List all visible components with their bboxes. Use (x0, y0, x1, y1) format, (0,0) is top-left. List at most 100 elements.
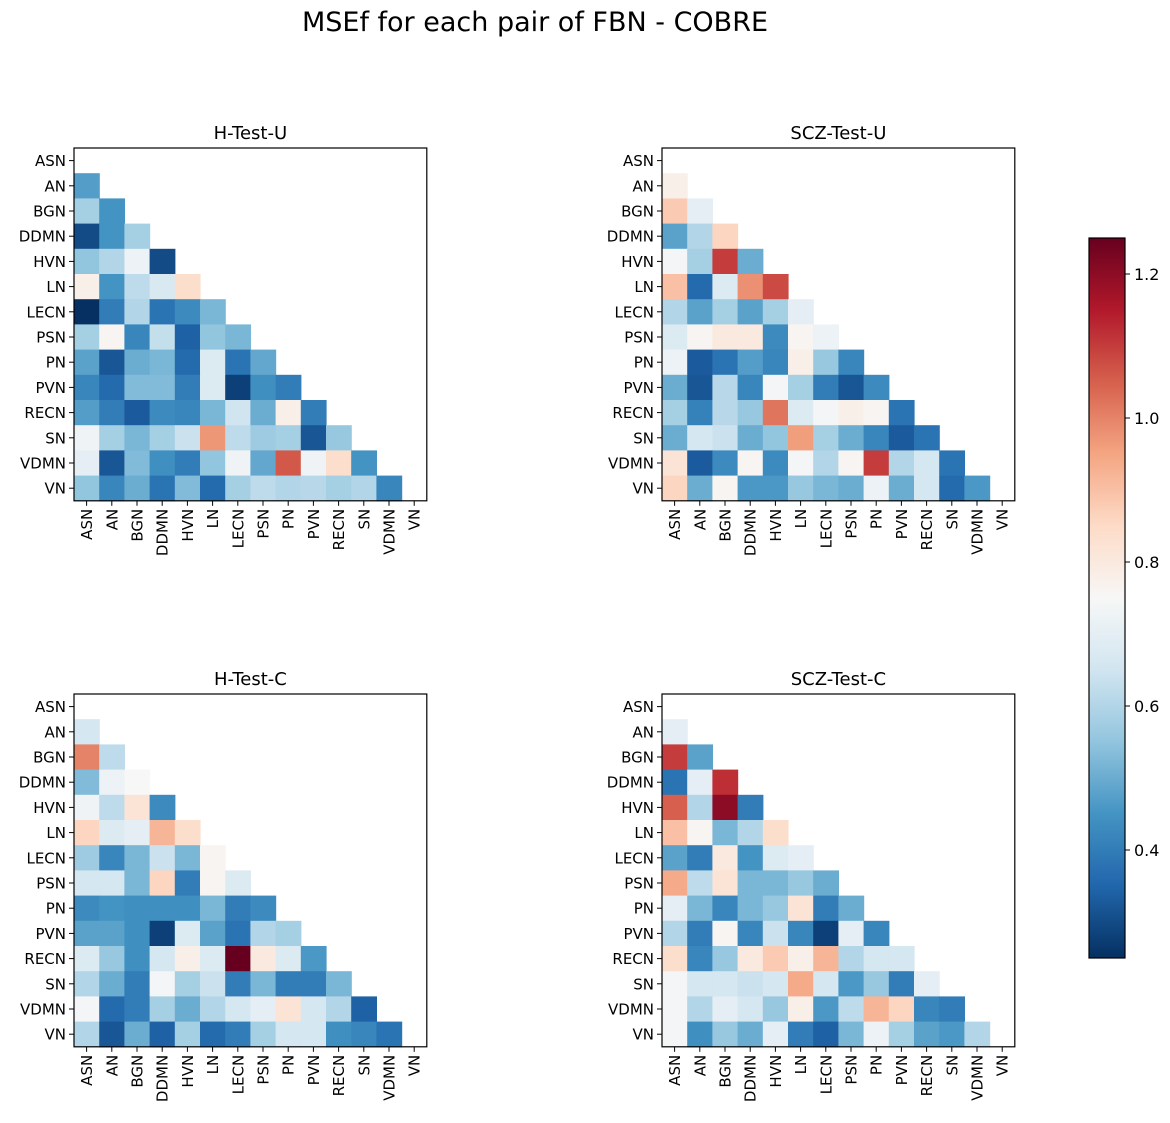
heatmap-cell (250, 475, 277, 502)
heatmap-cell (712, 248, 739, 275)
heatmap-cell (174, 299, 201, 325)
x-tick-label: SN (355, 509, 373, 530)
heatmap-cell (174, 920, 201, 947)
heatmap-cell (275, 374, 302, 401)
heatmap-cell (124, 794, 151, 821)
heatmap-cell (838, 946, 865, 972)
heatmap-cell (225, 450, 251, 477)
y-tick-label: PVN (35, 379, 66, 397)
x-tick-label: PVN (305, 509, 323, 540)
heatmap-cell (863, 946, 890, 972)
heatmap-cell (813, 971, 839, 997)
heatmap-cell (762, 274, 789, 300)
heatmap-cell (124, 769, 151, 796)
heatmap-cell (149, 820, 176, 846)
x-tick-label: LECN (229, 509, 247, 549)
colorbar-tick-label: 0.8 (1134, 553, 1159, 572)
y-tick-label: PN (46, 900, 66, 918)
heatmap-cell (149, 349, 176, 376)
heatmap-cell (914, 425, 940, 451)
heatmap-cell (74, 223, 100, 250)
heatmap-cell (99, 349, 125, 376)
heatmap-cell (762, 971, 789, 997)
x-tick-label: PN (280, 509, 298, 529)
colorbar: 0.4 0.6 0.8 1.0 1.2 (1088, 237, 1159, 959)
heatmap-cell (149, 794, 176, 821)
x-tick-label: PVN (893, 509, 911, 540)
heatmap-cell (300, 971, 327, 997)
heatmap-cell (788, 349, 814, 376)
y-tick-label: AN (45, 177, 66, 195)
heatmap-cell (174, 845, 201, 871)
heatmap-cell (124, 996, 151, 1023)
heatmap-cell (687, 971, 713, 997)
heatmap-cell (174, 450, 201, 477)
heatmap-cell (687, 1021, 713, 1048)
heatmap-cell (662, 719, 688, 745)
heatmap-cell (225, 996, 251, 1023)
y-tick-label: VDMN (20, 1001, 66, 1019)
heatmap-cell (662, 198, 688, 225)
heatmap-cell (662, 1021, 688, 1048)
heatmap-cell (939, 450, 965, 477)
heatmap-cell (687, 769, 713, 796)
heatmap-cell (662, 173, 688, 199)
heatmap-cell (662, 324, 688, 351)
heatmap-cell (200, 374, 226, 401)
heatmap-cell (124, 223, 151, 250)
heatmap-cell (149, 274, 176, 300)
heatmap-cell (662, 223, 688, 250)
heatmap-cell (888, 946, 915, 972)
x-tick-label: VN (406, 1055, 424, 1076)
heatmap-cell (174, 374, 201, 401)
y-tick-label: VN (45, 480, 66, 498)
heatmap-cell (149, 248, 176, 275)
heatmap-cell (662, 794, 688, 821)
heatmap-cell (687, 895, 713, 922)
heatmap-cell (863, 475, 890, 502)
heatmap-cell (964, 475, 991, 502)
heatmap-cell (99, 374, 125, 401)
heatmap-cell (74, 349, 100, 376)
heatmap-cell (712, 475, 739, 502)
heatmap-cell (662, 274, 688, 300)
heatmap-cell (99, 400, 125, 426)
heatmap-cell (225, 870, 251, 897)
heatmap-cell (149, 971, 176, 997)
colorbar-tick-label: 1.2 (1134, 265, 1159, 284)
heatmap-cell (662, 475, 688, 502)
heatmap-cell (300, 450, 327, 477)
heatmap-cell (326, 425, 352, 451)
heatmap-cell (662, 996, 688, 1023)
heatmap-cell (124, 425, 151, 451)
heatmap-cell (762, 920, 789, 947)
heatmap-cell (712, 845, 739, 871)
heatmap-cell (863, 374, 890, 401)
heatmap-cell (326, 450, 352, 477)
y-tick-label: HVN (621, 253, 654, 271)
heatmap-cell (250, 920, 277, 947)
heatmap-cell (737, 274, 764, 300)
heatmap-cell (712, 794, 739, 821)
heatmap-cell (838, 895, 865, 922)
heatmap-cell (788, 870, 814, 897)
x-tick-label: SN (943, 509, 961, 530)
heatmap-cell (737, 820, 764, 846)
plot-frame (73, 693, 428, 1048)
x-tick-label: PVN (305, 1055, 323, 1086)
heatmap-cell (737, 299, 764, 325)
heatmap-cell (149, 920, 176, 947)
heatmap-cell (737, 895, 764, 922)
heatmap-cell (149, 1021, 176, 1048)
heatmap-cell (687, 400, 713, 426)
heatmap-cell (762, 475, 789, 502)
heatmap-cell (813, 349, 839, 376)
x-tick-label: RECN (918, 509, 936, 551)
heatmap-cell (737, 475, 764, 502)
heatmap-cell (712, 870, 739, 897)
heatmap-cell (939, 475, 965, 502)
heatmap-cell (712, 223, 739, 250)
panel-title: SCZ-Test-U (790, 123, 886, 144)
heatmap-cell (662, 299, 688, 325)
heatmap-cell (888, 450, 915, 477)
